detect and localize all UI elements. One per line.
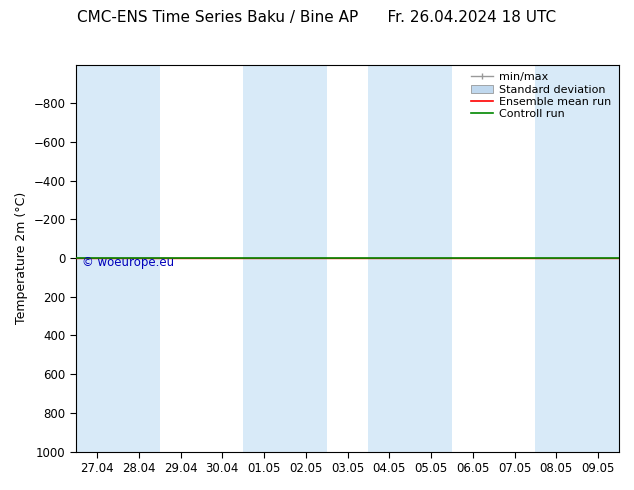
Bar [243,65,285,452]
Y-axis label: Temperature 2m (°C): Temperature 2m (°C) [15,192,28,324]
Bar [536,65,577,452]
Text: © woeurope.eu: © woeurope.eu [82,256,174,269]
Legend: min/max, Standard deviation, Ensemble mean run, Controll run: min/max, Standard deviation, Ensemble me… [469,70,614,121]
Bar [368,65,410,452]
Bar [118,65,160,452]
Bar [410,65,452,452]
Bar [76,65,118,452]
Bar [577,65,619,452]
Bar [285,65,327,452]
Text: CMC-ENS Time Series Baku / Bine AP      Fr. 26.04.2024 18 UTC: CMC-ENS Time Series Baku / Bine AP Fr. 2… [77,10,557,25]
